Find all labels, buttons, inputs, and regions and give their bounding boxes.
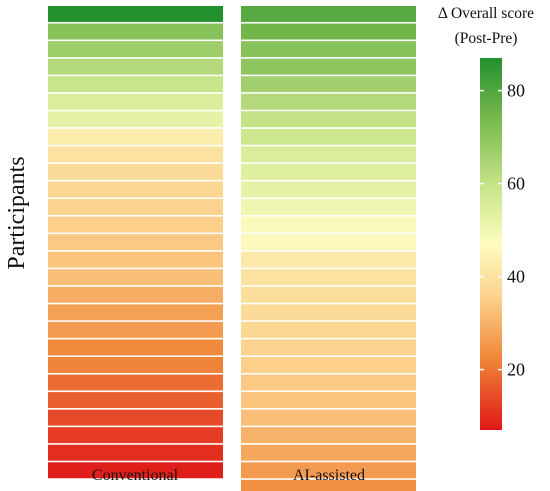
colorbar-tick-label: 20 [507,360,525,380]
colorbar [480,58,502,430]
heatmap-cell [48,409,223,426]
heatmap-cell [241,41,416,58]
heatmap-cell [48,269,223,286]
heatmap-cell [241,462,416,479]
heatmap-cell [48,58,223,75]
heatmap-cell [241,128,416,145]
heatmap-cell [48,216,223,233]
heatmap-cell [48,128,223,145]
heatmap-cell [241,93,416,110]
heatmap-cell [241,269,416,286]
heatmap-cell [241,427,416,444]
heatmap-cell [48,93,223,110]
heatmap-cell [48,199,223,215]
column-label-conventional: Conventional [92,467,179,484]
heatmap-cell [48,462,223,479]
heatmap-cell [241,76,416,93]
heatmap-cell [241,23,416,40]
heatmap-cell [48,163,223,180]
heatmap-cell [241,392,416,409]
heatmap-cell [48,41,223,58]
heatmap-cell [241,409,416,426]
heatmap-cell [48,111,223,128]
heatmap-cell [241,286,416,303]
heatmap-cell [48,6,223,22]
heatmap-cell [241,374,416,391]
colorbar-ticks: 20 40 60 80 [480,81,525,380]
heatmap-cell [241,216,416,233]
heatmap-cell [48,374,223,391]
heatmap-cells [48,6,416,491]
heatmap-cell [48,357,223,373]
heatmap-cell [48,76,223,93]
colorbar-tick-label: 80 [507,81,525,101]
heatmap-cell [241,444,416,461]
colorbar-tick-label: 40 [507,267,525,287]
heatmap-cell [48,23,223,40]
heatmap-cell [241,304,416,321]
heatmap-cell [48,444,223,461]
heatmap-cell [48,339,223,356]
heatmap-cell [241,199,416,215]
heatmap-cell [48,286,223,303]
colorbar-tick-label: 60 [507,174,525,194]
heatmap-cell [241,357,416,373]
colorbar-title-line1: Δ Overall score [438,5,534,22]
heatmap-cell [241,163,416,180]
colorbar-title-line2: (Post-Pre) [455,30,518,47]
heatmap-cell [241,339,416,356]
heatmap-cell [241,321,416,338]
column-label-ai-assisted: AI-assisted [293,467,365,484]
heatmap-cell [48,146,223,163]
heatmap-cell [48,304,223,321]
heatmap-cell [241,479,416,491]
heatmap-cell [241,181,416,198]
heatmap-cell [241,58,416,75]
heatmap-cell [48,251,223,268]
heatmap-cell [241,234,416,251]
y-axis-label: Participants [4,156,30,269]
heatmap-cell [241,251,416,268]
heatmap-cell [48,427,223,444]
heatmap-cell [48,392,223,409]
heatmap-cell [241,111,416,128]
heatmap-cell [48,181,223,198]
heatmap-cell [48,321,223,338]
heatmap-cell [48,234,223,251]
heatmap-cell [241,146,416,163]
heatmap-cell [241,6,416,22]
